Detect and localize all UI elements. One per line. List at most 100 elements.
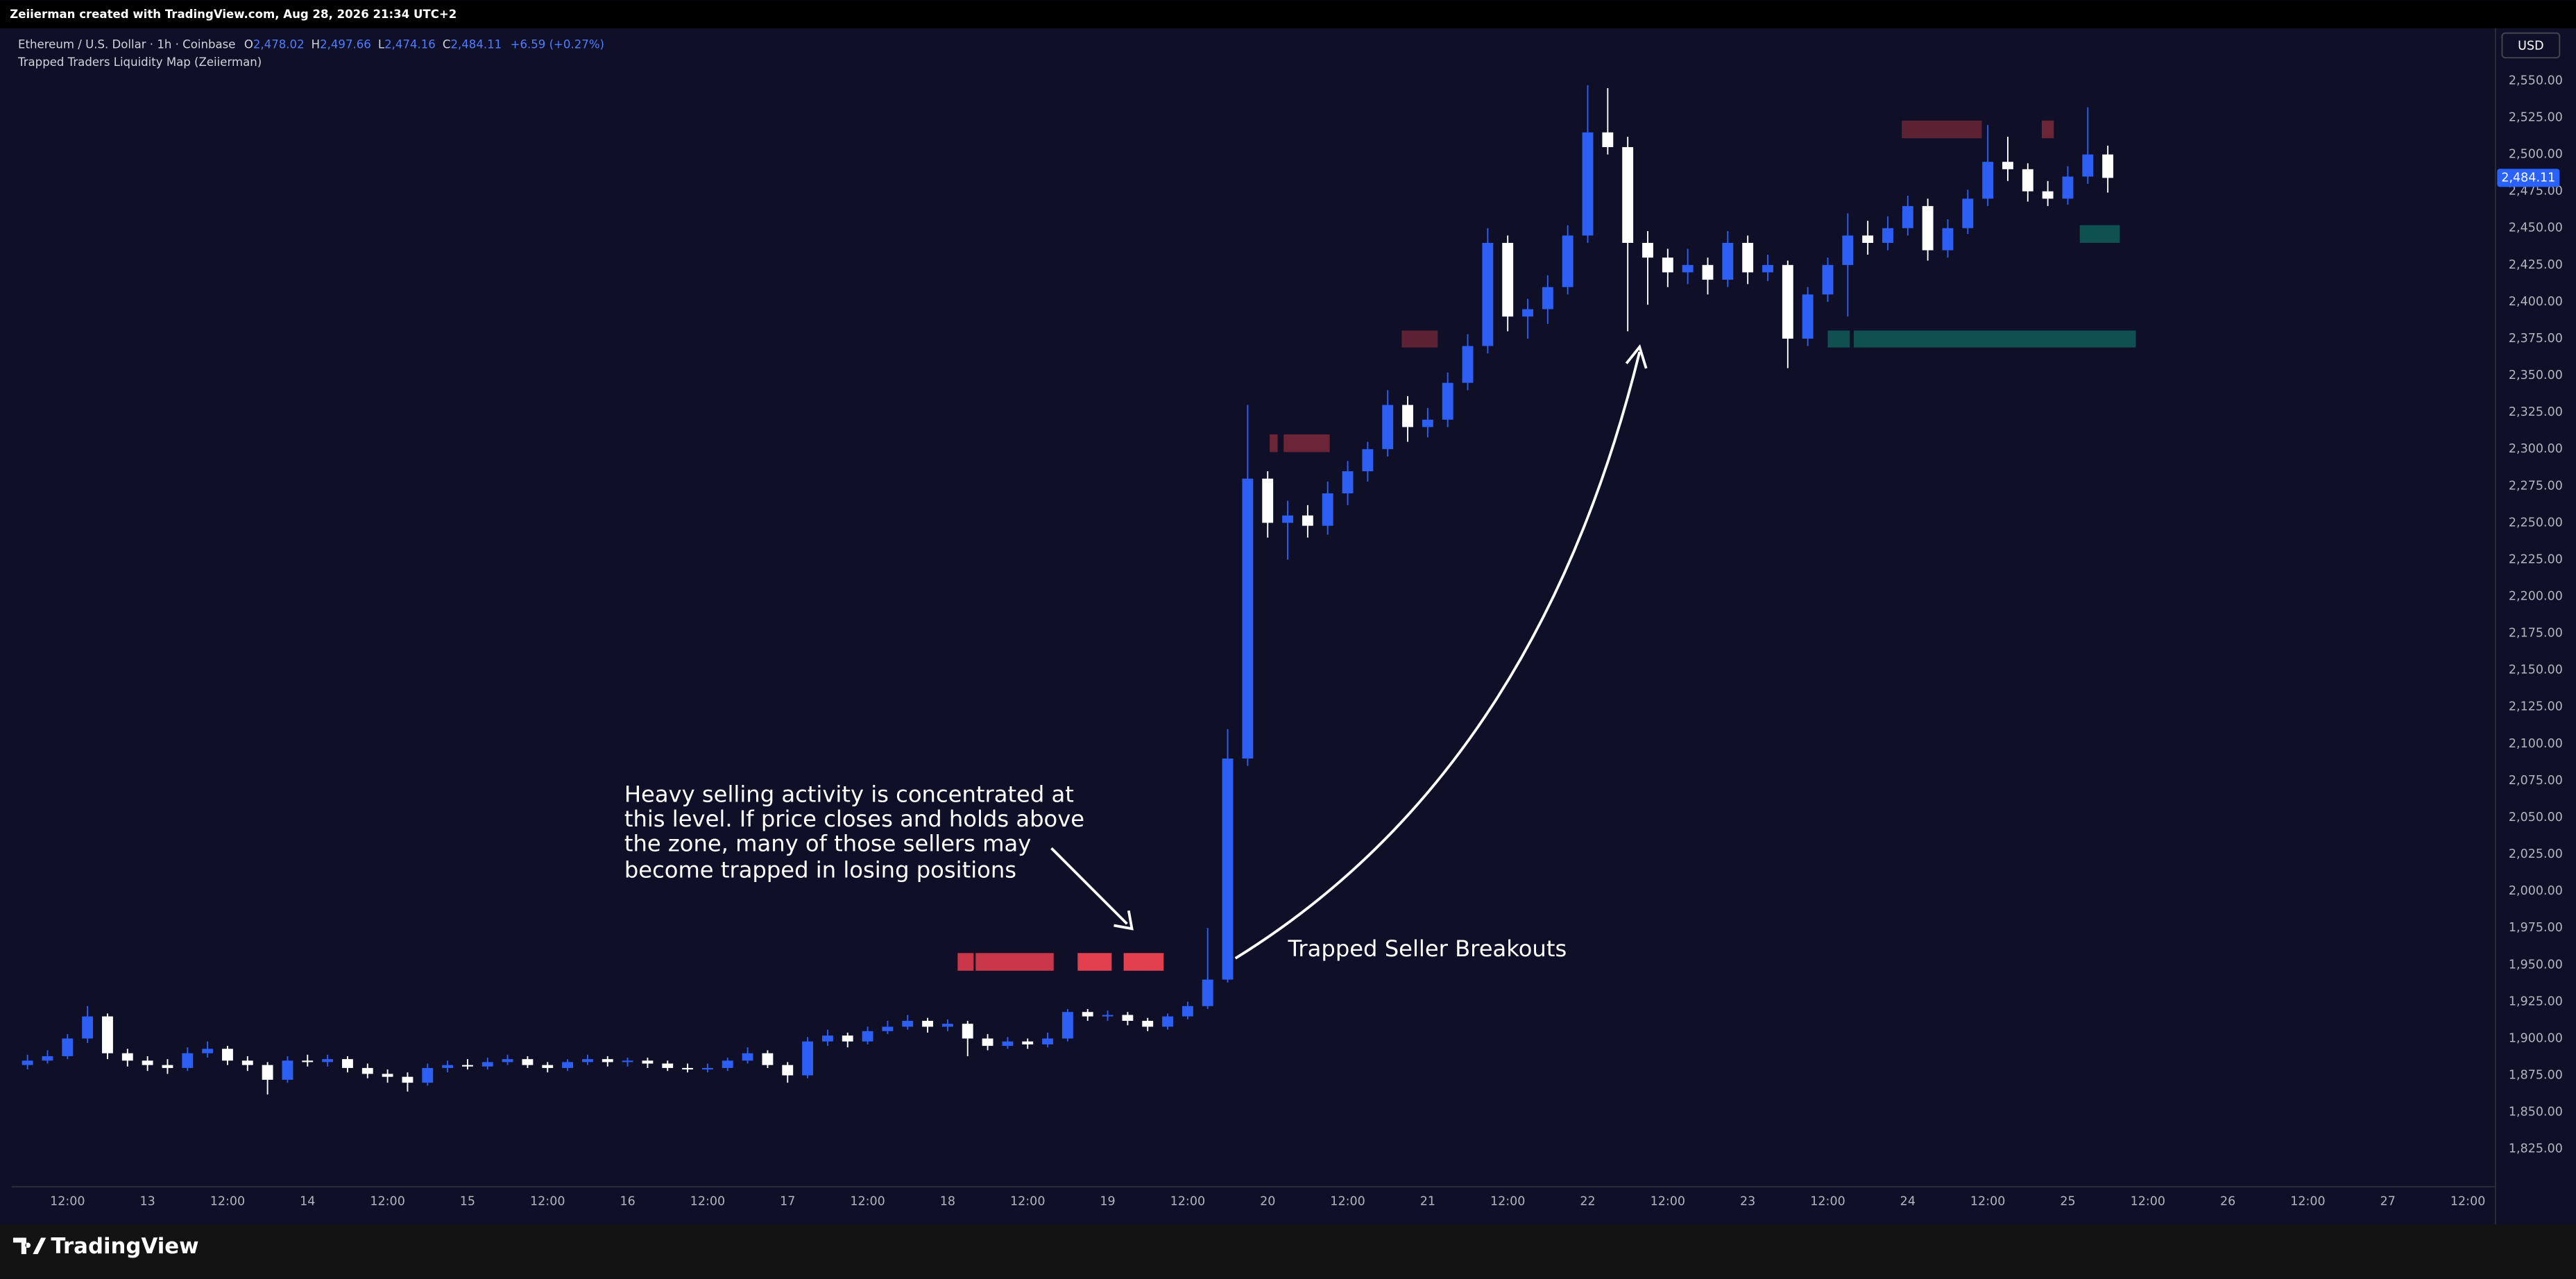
ohlc-value: 2,497.66	[320, 37, 371, 51]
candle-body	[882, 1026, 894, 1031]
candle-body	[202, 1049, 214, 1053]
x-tick-label: 12:00	[1970, 1194, 2005, 1208]
currency-button[interactable]	[2501, 32, 2561, 59]
candle-body	[1862, 235, 1874, 243]
candle-body	[1242, 478, 1254, 759]
y-tick-label: 1,975.00	[2509, 921, 2563, 935]
candle-body	[302, 1060, 314, 1062]
x-tick-label: 21	[1420, 1194, 1435, 1208]
candle-body	[622, 1060, 633, 1062]
candle-body	[1082, 1012, 1093, 1017]
y-tick-label: 2,150.00	[2509, 663, 2563, 677]
x-tick-label: 18	[940, 1194, 955, 1208]
candle-body	[522, 1059, 534, 1065]
candle-body	[862, 1031, 873, 1042]
candle-body	[1182, 1006, 1193, 1017]
arrow-head	[1625, 344, 1648, 369]
y-tick-label: 2,500.00	[2509, 148, 2563, 162]
candle-body	[1562, 235, 1573, 287]
x-tick-label: 12:00	[2131, 1194, 2165, 1208]
candle-body	[1362, 449, 1374, 472]
candle-body	[481, 1062, 493, 1067]
candle-body	[1982, 162, 1994, 199]
candle-body	[1742, 242, 1754, 273]
curved-arrow	[1234, 351, 1641, 960]
candle-body	[182, 1053, 194, 1068]
ohlc-value: 2,474.16	[384, 37, 436, 51]
candle-body	[162, 1065, 173, 1068]
candle-body	[342, 1059, 353, 1068]
y-tick-label: 2,050.00	[2509, 811, 2563, 824]
y-tick-label: 2,025.00	[2509, 847, 2563, 861]
ohlc-key: O	[244, 37, 253, 51]
candle-body	[282, 1060, 293, 1080]
x-tick-label: 12:00	[850, 1194, 885, 1208]
annotation: become trapped in losing positions	[624, 856, 1016, 883]
candle-body	[402, 1076, 413, 1083]
symbol: Ethereum / U.S. Dollar · 1h · Coinbase	[18, 37, 235, 51]
currency[interactable]: USD	[2518, 40, 2543, 53]
x-tick-label: 14	[300, 1194, 315, 1208]
candle-body	[1102, 1015, 1114, 1017]
candle-body	[1962, 198, 1974, 228]
liquidity-zone	[1902, 120, 1982, 139]
candle-body	[1522, 309, 1533, 317]
liquidity-zone	[1270, 434, 1278, 452]
y-tick-label: 2,375.00	[2509, 332, 2563, 346]
annotation: this level. If price closes and holds ab…	[624, 806, 1084, 832]
x-tick-label: 12:00	[690, 1194, 725, 1208]
candle-body	[1502, 242, 1514, 317]
y-tick-label: 2,525.00	[2509, 111, 2563, 125]
indicator-name: Trapped Traders Liquidity Map (Zeiierman…	[17, 56, 262, 69]
candle-body	[462, 1065, 473, 1067]
ohlc-value: 2,478.02	[253, 37, 305, 51]
last-price-label: 2,484.11	[2501, 171, 2555, 185]
y-tick-label: 2,275.00	[2509, 479, 2563, 493]
x-tick-label: 12:00	[210, 1194, 245, 1208]
x-tick-label: 12:00	[1490, 1194, 1525, 1208]
candle-body	[1342, 471, 1354, 493]
candle-body	[642, 1060, 654, 1064]
annotation-arrows	[1050, 344, 1648, 960]
candle-body	[662, 1063, 674, 1068]
arrow-head	[1114, 910, 1134, 931]
breakout-label: Trapped Seller Breakouts	[1288, 935, 1567, 962]
candle-body	[2022, 169, 2033, 192]
candle-body	[1902, 205, 1913, 228]
candle-body	[1061, 1012, 1073, 1039]
candle-body	[322, 1059, 334, 1062]
candle-body	[1882, 228, 1893, 243]
candle-body	[422, 1067, 434, 1083]
ohlc-value: 2,484.11	[450, 37, 502, 51]
y-tick-label: 2,425.00	[2509, 258, 2563, 272]
candle-body	[1822, 264, 1834, 295]
plot	[22, 85, 2136, 1095]
candle-body	[802, 1041, 814, 1076]
candle-body	[1142, 1020, 1154, 1027]
candle-body	[22, 1060, 33, 1065]
x-tick-label: 12:00	[2450, 1194, 2485, 1208]
candle-body	[1722, 242, 1734, 280]
candle-body	[1302, 515, 1313, 526]
y-tick-label: 1,875.00	[2509, 1069, 2563, 1083]
y-tick-label: 2,475.00	[2509, 185, 2563, 198]
liquidity-zone	[1401, 330, 1438, 348]
y-tick-label: 2,225.00	[2509, 552, 2563, 566]
candle-body	[842, 1035, 853, 1042]
candle-body	[542, 1065, 554, 1068]
candle-body	[1122, 1015, 1134, 1021]
candle-body	[1262, 478, 1274, 523]
candle-body	[782, 1065, 794, 1076]
x-tick-label: 26	[2220, 1194, 2235, 1208]
candle-body	[1942, 228, 1954, 251]
annotation: the zone, many of those sellers may	[624, 830, 1031, 856]
candle-body	[1922, 205, 1934, 251]
candle-body	[922, 1020, 934, 1027]
liquidity-zone	[1077, 953, 1112, 971]
candle-body	[1282, 515, 1293, 523]
candle-body	[1542, 287, 1553, 310]
candle-body	[682, 1067, 694, 1070]
candle-body	[241, 1060, 253, 1065]
y-tick-label: 2,250.00	[2509, 516, 2563, 530]
